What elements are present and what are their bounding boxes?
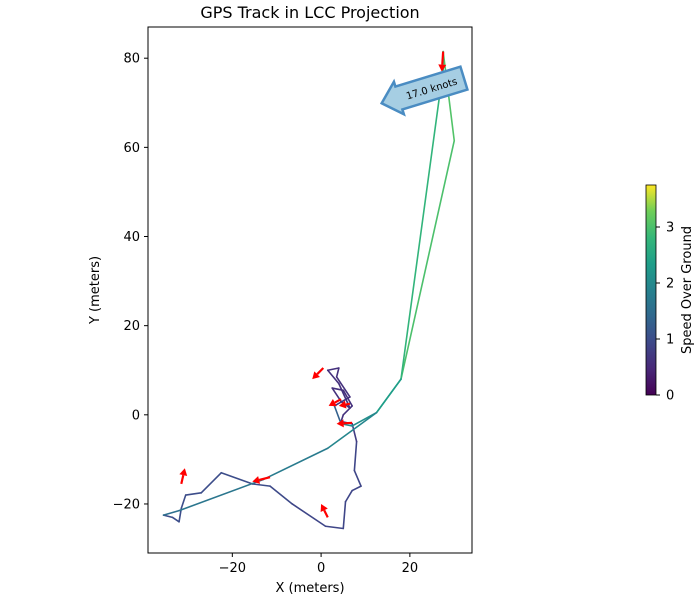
track-segment	[178, 478, 265, 512]
track-segment	[200, 471, 223, 494]
x-tick-label: 20	[402, 561, 419, 576]
x-tick-label: −20	[219, 561, 246, 576]
track-segment	[326, 369, 340, 385]
heading-arrow	[252, 476, 271, 484]
plot-frame	[147, 26, 473, 554]
y-tick-label: 20	[123, 319, 140, 334]
track-segment	[335, 376, 351, 398]
heading-arrow	[336, 419, 353, 428]
track-segment	[162, 509, 180, 516]
track-segment	[353, 469, 362, 487]
y-tick-label: 80	[123, 52, 140, 67]
track-segment	[353, 440, 358, 472]
y-tick-label: 0	[132, 408, 140, 423]
x-tick-label: 0	[317, 561, 325, 576]
colorbar-tick-label: 1	[666, 333, 674, 348]
y-tick-label: −20	[113, 497, 140, 512]
y-axis-ticks: −20 0 20 40 60 80	[113, 52, 148, 512]
y-tick-label: 40	[123, 230, 140, 245]
speed-annotation: 17.0 knots	[379, 65, 469, 117]
track-segment	[333, 396, 351, 407]
x-axis-ticks: −20 0 20	[219, 553, 419, 576]
chart-title: GPS Track in LCC Projection	[200, 3, 419, 22]
track-segment	[326, 411, 378, 450]
track-segment	[351, 422, 358, 443]
track-segment	[400, 139, 456, 380]
track-segment	[400, 68, 444, 380]
heading-arrow	[312, 367, 325, 380]
track-segment	[220, 471, 254, 485]
track-segment	[291, 503, 327, 528]
colorbar-ticks: 0 1 2 3	[656, 221, 674, 404]
x-axis-label: X (meters)	[275, 581, 344, 596]
heading-arrows	[179, 51, 447, 518]
track-segment	[342, 500, 347, 530]
colorbar-tick-label: 2	[666, 277, 674, 292]
track-segment	[344, 489, 353, 503]
plot-area	[162, 50, 456, 530]
track-segment	[342, 405, 353, 416]
track-segment	[262, 447, 329, 481]
colorbar-tick-label: 0	[666, 389, 674, 404]
track-segment	[351, 485, 362, 492]
track-segment	[184, 492, 203, 496]
track-segment	[251, 483, 271, 487]
track-segment	[171, 516, 180, 523]
track-segment	[269, 485, 294, 505]
track-segment	[326, 367, 340, 372]
y-tick-label: 60	[123, 141, 140, 156]
heading-arrow	[438, 51, 447, 72]
colorbar: 0 1 2 3 Speed Over Ground	[645, 184, 695, 404]
track-segment	[180, 494, 187, 510]
heading-arrow	[179, 468, 188, 485]
colorbar-tick-label: 3	[666, 221, 674, 236]
annotation-arrow-box	[379, 65, 469, 117]
track-segment	[340, 414, 345, 423]
heading-arrow	[320, 503, 329, 518]
colorbar-gradient	[645, 184, 657, 396]
track-segment	[324, 525, 345, 530]
heading-arrow	[328, 398, 342, 407]
colorbar-label: Speed Over Ground	[680, 226, 695, 354]
track-segment	[333, 405, 342, 425]
track-layer	[162, 50, 456, 530]
track-segment	[375, 378, 402, 414]
track-segment	[335, 367, 340, 378]
heading-arrow	[338, 400, 351, 409]
y-axis-label: Y (meters)	[88, 256, 103, 325]
